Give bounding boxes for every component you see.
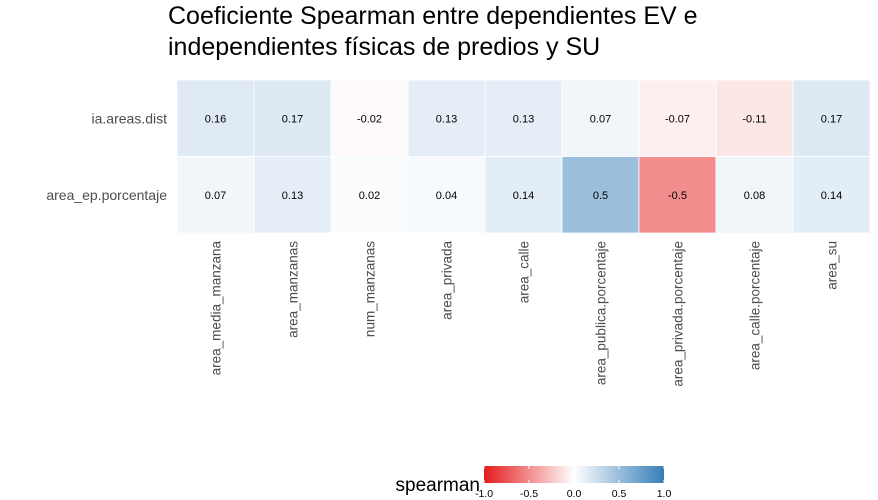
cell-value-label: 0.07 [590, 113, 611, 125]
cell-value-label: 0.17 [821, 113, 842, 125]
legend-tick-label: -1.0 [475, 488, 493, 500]
row-axis-labels: ia.areas.dist area_ep.porcentaje [46, 110, 167, 203]
cell-value-label: 0.13 [436, 113, 457, 125]
column-label: area_media_manzana [209, 241, 224, 376]
legend-tick-label: 0.5 [612, 488, 627, 500]
cell-value-label: 0.04 [436, 190, 457, 202]
column-label: num_manzanas [363, 241, 378, 337]
column-label: area_publica.porcentaje [594, 241, 609, 385]
heatmap-cell [638, 79, 717, 157]
column-label: area_calle [517, 241, 532, 303]
cell-value-label: 0.07 [205, 190, 226, 202]
cell-value-label: 0.16 [205, 113, 226, 125]
cell-value-label: 0.08 [744, 190, 765, 202]
legend-title: spearman [396, 475, 481, 496]
heatmap-cell [330, 79, 409, 157]
cell-value-label: 0.14 [821, 190, 842, 202]
cell-value-label: 0.02 [359, 190, 380, 202]
column-label: area_calle.porcentaje [748, 241, 763, 370]
column-label: area_su [825, 241, 840, 290]
heatmap-cell [484, 156, 563, 234]
heatmap-cell [715, 156, 794, 234]
cell-value-label: 0.13 [513, 113, 534, 125]
legend-colorbar [484, 466, 664, 483]
heatmap-cell [638, 156, 717, 234]
cell-value-label: 0.17 [282, 113, 303, 125]
heatmap-cell [792, 156, 871, 234]
cell-value-label: 0.5 [593, 190, 608, 202]
cell-value-label: -0.02 [357, 113, 382, 125]
chart-title-line-1: Coeficiente Spearman entre dependientes … [168, 2, 698, 30]
heatmap-cell [407, 156, 486, 234]
row-label: area_ep.porcentaje [46, 187, 167, 203]
column-label: area_privada [440, 241, 455, 320]
column-label: area_manzanas [286, 241, 301, 338]
heatmap-cell [253, 156, 332, 234]
heatmap-cells [176, 79, 871, 234]
legend-tick-label: 1.0 [657, 488, 672, 500]
cell-value-label: -0.07 [665, 113, 690, 125]
cell-value-label: -0.11 [742, 113, 766, 125]
heatmap-cell [176, 156, 255, 234]
row-label: ia.areas.dist [92, 110, 168, 126]
heatmap-cell [253, 79, 332, 157]
cell-value-label: 0.13 [282, 190, 303, 202]
chart-title-line-2: independientes físicas de predios y SU [168, 33, 600, 61]
legend-tick-label: -0.5 [520, 488, 538, 500]
heatmap-cell [330, 156, 409, 234]
heatmap-cell [561, 156, 640, 234]
color-legend: spearman -1.0 -0.5 0.0 0.5 1.0 [396, 466, 671, 500]
column-axis-labels: area_media_manzana area_manzanas num_manza… [209, 241, 840, 387]
cell-value-label: 0.14 [513, 190, 534, 202]
heatmap-cell-labels: 0.16 0.17 -0.02 0.13 0.13 0.07 -0.07 -0.11 0.17 0… [205, 113, 842, 202]
heatmap-cell [792, 79, 871, 157]
cell-value-label: -0.5 [668, 190, 687, 202]
heatmap-cell [407, 79, 486, 157]
column-label: area_privada.porcentaje [671, 241, 686, 387]
heatmap-cell [176, 79, 255, 157]
legend-ticks: -1.0 -0.5 0.0 0.5 1.0 [475, 466, 671, 500]
heatmap-cell [715, 79, 794, 157]
legend-tick-label: 0.0 [567, 488, 582, 500]
